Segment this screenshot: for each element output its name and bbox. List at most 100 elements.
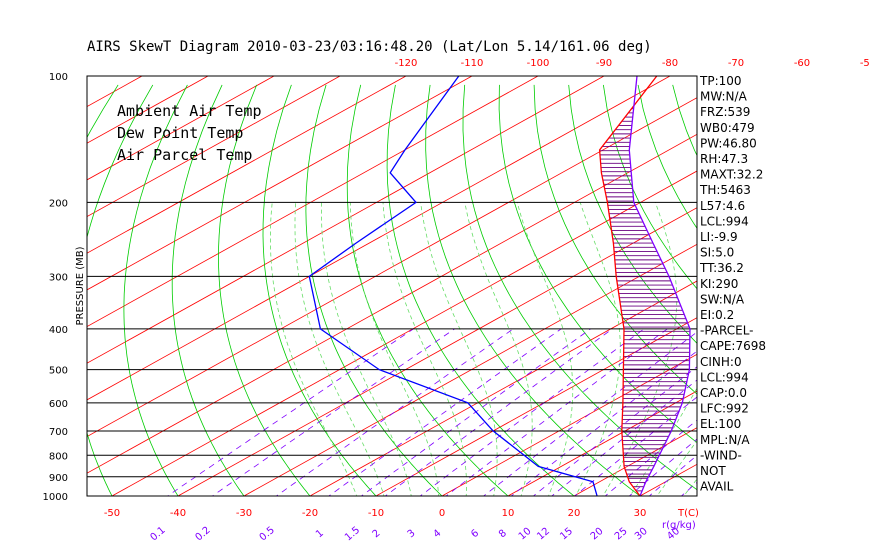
side-panel-item: CAPE:7698 <box>700 339 766 353</box>
dry-adiabat <box>346 84 509 496</box>
bottom-temp-tick-label: -10 <box>368 508 384 519</box>
top-temp-tick-label: -110 <box>461 58 484 69</box>
top-temp-tick-label: -80 <box>662 58 678 69</box>
isotherm <box>87 97 697 438</box>
isotherm <box>375 317 697 496</box>
moist-adiabat <box>602 202 678 496</box>
dry-adiabat <box>425 84 641 496</box>
dry-adiabat <box>305 84 443 496</box>
bottom-temp-tick-label: -20 <box>302 508 318 519</box>
side-panel-item: TH:5463 <box>699 183 751 197</box>
mixing-ratio-line <box>211 328 455 496</box>
pressure-tick-label: 500 <box>49 366 68 377</box>
dry-adiabat <box>846 85 870 505</box>
bottom-temp-tick-label: -40 <box>170 508 186 519</box>
mixing-ratio-tick-label: 6 <box>469 528 481 541</box>
x-axis-label: T(C) <box>677 508 699 519</box>
mixing-ratio-line <box>574 396 697 496</box>
isotherm <box>87 76 671 401</box>
side-panel-item: CINH:0 <box>700 355 742 369</box>
side-panel-item: PW:46.80 <box>700 136 757 150</box>
top-temp-tick-label: -60 <box>794 58 810 69</box>
legend-dew-point-temp: Dew Point Temp <box>117 124 243 142</box>
isotherm <box>87 76 341 218</box>
dry-adiabat <box>218 84 311 496</box>
plot-series <box>308 76 691 496</box>
side-panel-item: KI:290 <box>700 277 738 291</box>
bottom-temp-tick-label: 0 <box>439 508 445 519</box>
mixing-ratio-tick-label: 10 <box>517 526 534 543</box>
dry-adiabat <box>603 84 697 290</box>
mixing-ratio-tick-label: 1.5 <box>343 525 362 544</box>
dry-adiabat <box>171 84 245 496</box>
side-panel-item: LI:-9.9 <box>700 230 738 244</box>
mixing-ratio-line <box>166 328 414 496</box>
mixing-ratio-tick-label: 1 <box>314 528 326 541</box>
mixing-ratio-tick-label: 8 <box>497 528 509 541</box>
top-temp-tick-label: -90 <box>596 58 612 69</box>
moist-adiabat <box>349 202 440 496</box>
isotherm <box>87 76 275 181</box>
mixing-ratio-unit-label: r(g/kg) <box>662 520 696 531</box>
side-panel-item: SW:N/A <box>700 292 745 306</box>
pressure-tick-label: 100 <box>49 72 68 83</box>
side-panel-item: FRZ:539 <box>700 105 750 119</box>
mixing-ratio-tick-label: 2 <box>371 528 383 541</box>
bottom-temp-tick-label: 20 <box>568 508 581 519</box>
pressure-tick-label: 800 <box>49 451 68 462</box>
mixing-ratio-tick-label: 30 <box>633 526 650 543</box>
legend-ambient-air-temp: Ambient Air Temp <box>117 102 262 120</box>
top-temp-tick-label: -100 <box>527 58 550 69</box>
axes: 1002003004005006007008009001000PRESSURE … <box>43 58 870 543</box>
bottom-temp-tick-label: 30 <box>634 508 647 519</box>
pressure-tick-label: 300 <box>49 272 68 283</box>
dry-adiabat <box>568 84 697 344</box>
side-panel-item: WB0:479 <box>700 121 755 135</box>
dew-point-temp-line <box>308 76 598 496</box>
moist-adiabat <box>575 202 621 496</box>
chart-title: AIRS SkewT Diagram 2010-03-23/03:16:48.2… <box>87 39 652 55</box>
mixing-ratio-line <box>328 328 562 496</box>
mixing-ratio-line <box>532 366 697 496</box>
dry-adiabat <box>123 84 188 496</box>
dry-adiabat <box>87 84 119 139</box>
mixing-ratio-tick-label: 12 <box>535 526 552 543</box>
mixing-ratio-line <box>275 328 514 496</box>
side-panel-item: CAP:0.0 <box>700 386 747 400</box>
top-temp-tick-label: -70 <box>728 58 744 69</box>
moist-adiabat <box>320 202 412 496</box>
pressure-tick-label: 700 <box>49 427 68 438</box>
dry-adiabat <box>498 84 697 444</box>
isotherm <box>87 76 473 291</box>
mixing-ratio-tick-label: 15 <box>558 526 575 543</box>
isotherm <box>87 76 407 254</box>
isotherm <box>177 207 697 496</box>
side-panel-item: MAXT:32.2 <box>700 168 763 182</box>
mixing-ratio-line <box>648 454 697 496</box>
dry-adiabat <box>87 84 154 496</box>
mixing-ratio-line <box>483 331 697 496</box>
mixing-ratio-tick-label: 25 <box>613 526 630 543</box>
legend: Ambient Air Temp Dew Point Temp Air Parc… <box>117 102 262 164</box>
side-panel-item: AVAIL <box>700 480 734 494</box>
side-panel-item: SI:5.0 <box>700 246 734 260</box>
side-panel-item: NOT <box>700 464 726 478</box>
legend-air-parcel-temp: Air Parcel Temp <box>117 146 252 164</box>
moist-adiabat <box>420 202 498 496</box>
bottom-temp-tick-label: -30 <box>236 508 252 519</box>
side-panel-item: LCL:994 <box>700 370 749 384</box>
pressure-tick-label: 1000 <box>43 492 68 503</box>
mixing-ratio-line <box>445 328 668 496</box>
pressure-tick-label: 200 <box>49 198 68 209</box>
isotherm <box>87 76 605 364</box>
isotherm <box>87 133 697 474</box>
side-panel-item: LCL:994 <box>700 214 749 228</box>
moist-adiabat <box>516 202 574 496</box>
side-panel-item: MPL:N/A <box>700 433 750 447</box>
pressure-tick-label: 900 <box>49 473 68 484</box>
side-panel-item: -PARCEL- <box>700 324 754 338</box>
side-panel-item: TT:36.2 <box>699 261 744 275</box>
side-panel-item: LFC:992 <box>700 402 749 416</box>
bottom-temp-tick-label: 10 <box>502 508 515 519</box>
